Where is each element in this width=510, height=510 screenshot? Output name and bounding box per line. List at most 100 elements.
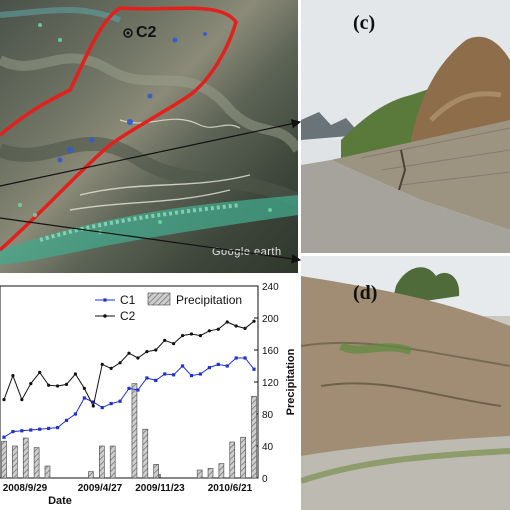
c2-point (207, 329, 211, 333)
c1-point (234, 356, 238, 360)
precipitation-bar (196, 469, 203, 479)
precipitation-bar (109, 445, 116, 479)
c1-point (73, 412, 78, 416)
precipitation-bar (218, 463, 225, 479)
precipitation-bar (88, 471, 94, 479)
precipitation-bar (131, 383, 138, 479)
c2-point (136, 356, 140, 360)
x-axis-label: Date (48, 495, 72, 507)
photo-c-scene (301, 0, 510, 253)
y2-tick-label: 200 (262, 314, 279, 325)
y2-tick-label: 160 (262, 346, 279, 357)
c1-point (109, 402, 113, 406)
c2-point (64, 382, 69, 386)
c1-line (3, 357, 255, 438)
c2-point (234, 324, 238, 328)
c1-point (243, 356, 247, 360)
precipitation-bar (207, 468, 214, 479)
c1-point (252, 367, 256, 371)
c2-point (172, 342, 176, 346)
c1-point (136, 388, 140, 392)
c2-point (91, 404, 95, 408)
c2-point (127, 351, 131, 355)
x-tick-label: 2009/4/27 (78, 483, 123, 494)
photo-c: (c) (301, 0, 510, 253)
legend-c1-marker (103, 298, 107, 302)
photo-d-scene (301, 256, 510, 510)
y2-tick-label: 80 (262, 410, 274, 421)
x-tick-label: 2009/11/23 (135, 483, 185, 494)
c2-point (154, 348, 158, 352)
c1-point (55, 426, 60, 430)
x-tick-label: 2008/9/29 (3, 483, 48, 494)
c1-point (207, 366, 211, 370)
c2-point (38, 370, 42, 374)
c2-point (11, 374, 15, 378)
c2-point (20, 398, 24, 402)
c2-point (118, 361, 122, 365)
c1-point (11, 430, 15, 434)
c1-point (118, 399, 122, 403)
c1-point (100, 406, 104, 410)
precipitation-bar (142, 428, 149, 479)
legend-precipitation-swatch (147, 292, 171, 306)
c2-point (47, 383, 51, 387)
precipitation-bar (12, 445, 18, 479)
c2-point (100, 362, 104, 366)
precipitation-bar (229, 441, 236, 479)
c1-point (29, 428, 33, 432)
precipitation-bar (44, 465, 51, 479)
x-tick-label: 2010/6/21 (208, 483, 253, 494)
y2-tick-label: 0 (262, 474, 268, 485)
c2-point (82, 386, 86, 390)
c1-point (163, 372, 167, 376)
legend-c1-label: C1 (120, 293, 136, 307)
c2-point (216, 327, 220, 331)
c1-point (216, 362, 220, 366)
c1-point (47, 426, 51, 430)
c2-point (180, 334, 185, 338)
c1-point (198, 372, 203, 376)
c2-point (55, 384, 60, 388)
c1-point (127, 386, 131, 390)
photo-d: (d) (301, 256, 510, 510)
c2-point (189, 332, 194, 336)
legend-c2-label: C2 (120, 309, 136, 323)
precipitation-bar (22, 437, 29, 479)
panel-label-c: (c) (353, 12, 376, 34)
site-c2-marker (123, 28, 133, 38)
c1-point (64, 418, 69, 422)
precipitation-bar (240, 436, 246, 479)
c2-point (109, 366, 113, 370)
c2-line (3, 320, 255, 408)
c2-point (145, 350, 149, 354)
legend-precipitation-label: Precipitation (176, 293, 242, 307)
c2-point (2, 398, 6, 402)
c2-point (225, 320, 229, 324)
map-watermark: Google earth (212, 246, 282, 258)
y2-tick-label: 40 (262, 442, 274, 453)
c2-point (73, 372, 78, 376)
site-c2-label: C2 (136, 24, 157, 41)
c1-point (38, 427, 42, 431)
c1-point (180, 364, 185, 368)
c1-point (189, 374, 194, 378)
chart-svg: 0 40 80 120 160 200 240 Precipitation 2008/9/29 2… (0, 282, 297, 507)
precipitation-bar (1, 440, 7, 479)
displacement-precipitation-chart: 0 40 80 120 160 200 240 Precipitation 2008/9/29 2… (0, 276, 300, 510)
c2-point (243, 326, 247, 330)
c1-point (154, 378, 158, 382)
legend-c2-marker (103, 314, 107, 318)
c1-point (172, 373, 176, 377)
c1-point (82, 396, 86, 400)
c1-point (2, 435, 6, 439)
c1-point (20, 429, 24, 433)
c2-point (163, 338, 167, 342)
c1-point (225, 364, 229, 368)
panel-label-d: (d) (353, 282, 378, 304)
c2-point (29, 382, 33, 386)
c2-point (198, 334, 203, 338)
c1-point (91, 400, 95, 404)
precipitation-bar (99, 445, 105, 479)
c1-point (145, 376, 149, 380)
